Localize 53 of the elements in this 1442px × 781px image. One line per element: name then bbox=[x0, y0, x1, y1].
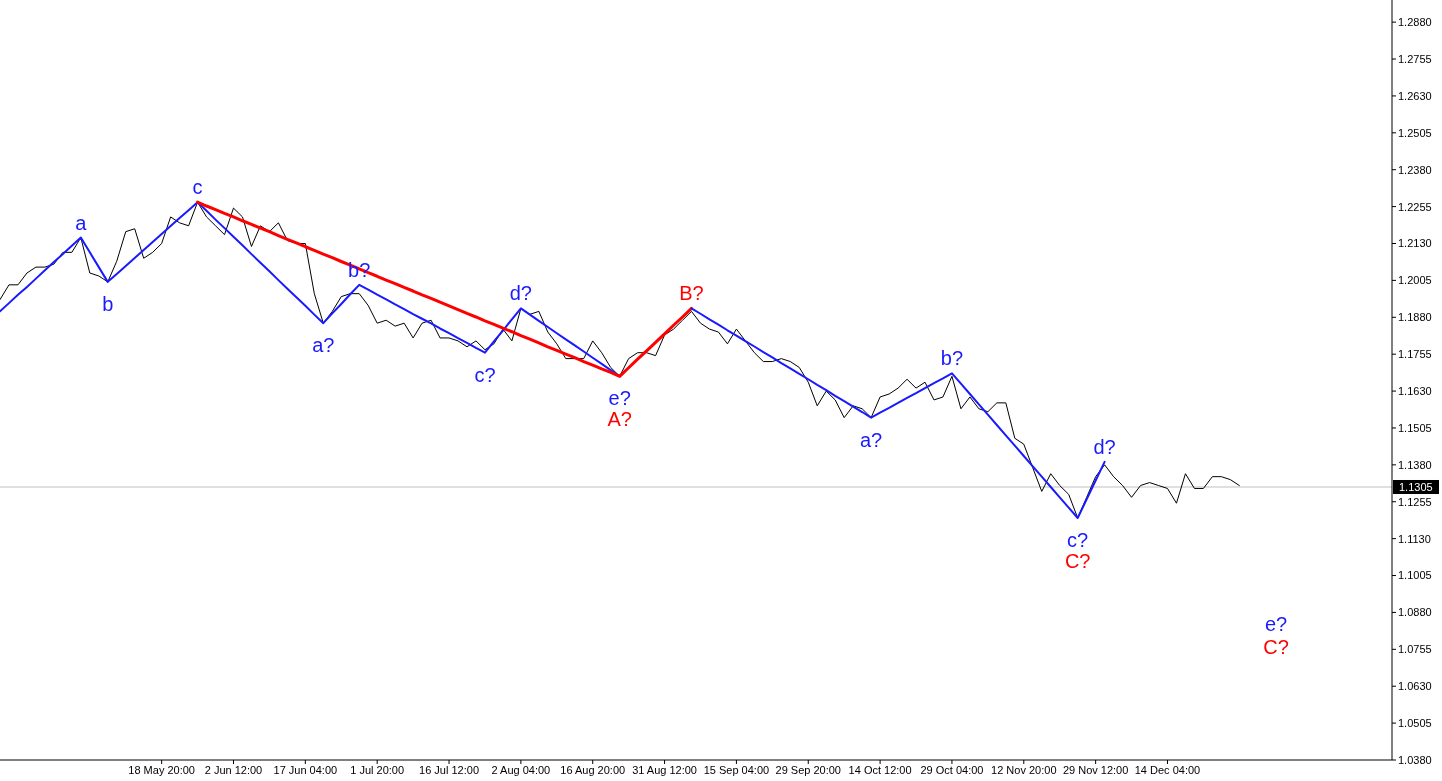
annotation: B? bbox=[679, 282, 704, 305]
y-tick-label: 1.2880 bbox=[1398, 16, 1432, 29]
y-tick-label: 1.0880 bbox=[1398, 606, 1432, 619]
x-tick-label: 29 Sep 20:00 bbox=[775, 763, 841, 776]
annotation: a? bbox=[860, 428, 883, 451]
x-tick-label: 29 Nov 12:00 bbox=[1062, 763, 1129, 776]
y-tick-label: 1.1005 bbox=[1398, 569, 1432, 582]
x-tick-label: 14 Dec 04:00 bbox=[1134, 763, 1201, 776]
y-tick-label: 1.0630 bbox=[1398, 680, 1432, 693]
y-tick-label: 1.2130 bbox=[1398, 237, 1432, 250]
y-tick-label: 1.2505 bbox=[1398, 126, 1432, 139]
annotation: c? bbox=[474, 363, 496, 386]
annotation: c? bbox=[1067, 528, 1089, 551]
y-tick-label: 1.0380 bbox=[1398, 753, 1432, 766]
x-tick-label: 16 Jul 12:00 bbox=[419, 763, 479, 776]
x-tick-label: 17 Jun 04:00 bbox=[273, 763, 338, 776]
annotation: a? bbox=[312, 334, 335, 357]
x-tick-label: 2 Aug 04:00 bbox=[491, 763, 551, 776]
y-tick-label: 1.1630 bbox=[1398, 384, 1432, 397]
x-tick-label: 16 Aug 20:00 bbox=[560, 763, 626, 776]
annotation: b bbox=[102, 292, 114, 315]
y-tick-label: 1.1755 bbox=[1398, 348, 1432, 361]
x-tick-label: 2 Jun 12:00 bbox=[204, 763, 263, 776]
x-tick-label: 14 Oct 12:00 bbox=[848, 763, 912, 776]
annotation: e? bbox=[1264, 613, 1288, 635]
annotation: C? bbox=[1064, 549, 1091, 572]
annotation: d? bbox=[1093, 435, 1116, 458]
annotation: b? bbox=[940, 347, 964, 370]
annotation: e? bbox=[608, 387, 631, 410]
x-tick-label: 12 Nov 20:00 bbox=[991, 763, 1057, 776]
x-tick-label: 1 Jul 20:00 bbox=[350, 763, 405, 776]
y-tick-label: 1.1255 bbox=[1398, 495, 1432, 508]
x-tick-label: 31 Aug 12:00 bbox=[632, 763, 697, 776]
ref-line-label: 1.1305 bbox=[1399, 480, 1433, 493]
annotation: C? bbox=[1263, 636, 1289, 658]
y-tick-label: 1.2630 bbox=[1398, 89, 1432, 102]
y-tick-label: 1.2755 bbox=[1398, 52, 1432, 65]
x-tick-label: 29 Oct 04:00 bbox=[920, 763, 984, 776]
y-tick-label: 1.1505 bbox=[1398, 421, 1432, 434]
x-tick-label: 15 Sep 04:00 bbox=[703, 763, 770, 776]
y-tick-label: 1.2255 bbox=[1398, 200, 1432, 213]
y-tick-label: 1.1880 bbox=[1398, 311, 1432, 324]
y-tick-label: 1.0505 bbox=[1398, 717, 1432, 730]
y-tick-label: 1.0755 bbox=[1398, 643, 1432, 656]
annotation: a bbox=[75, 211, 88, 234]
y-tick-label: 1.1130 bbox=[1398, 532, 1431, 545]
y-tick-label: 1.1380 bbox=[1398, 458, 1432, 471]
y-tick-label: 1.2005 bbox=[1398, 274, 1432, 287]
annotation: c bbox=[192, 176, 203, 199]
annotation: A? bbox=[607, 408, 632, 431]
annotation: d? bbox=[509, 282, 532, 305]
y-tick-label: 1.2380 bbox=[1398, 163, 1432, 176]
x-tick-label: 18 May 20:00 bbox=[128, 763, 195, 776]
